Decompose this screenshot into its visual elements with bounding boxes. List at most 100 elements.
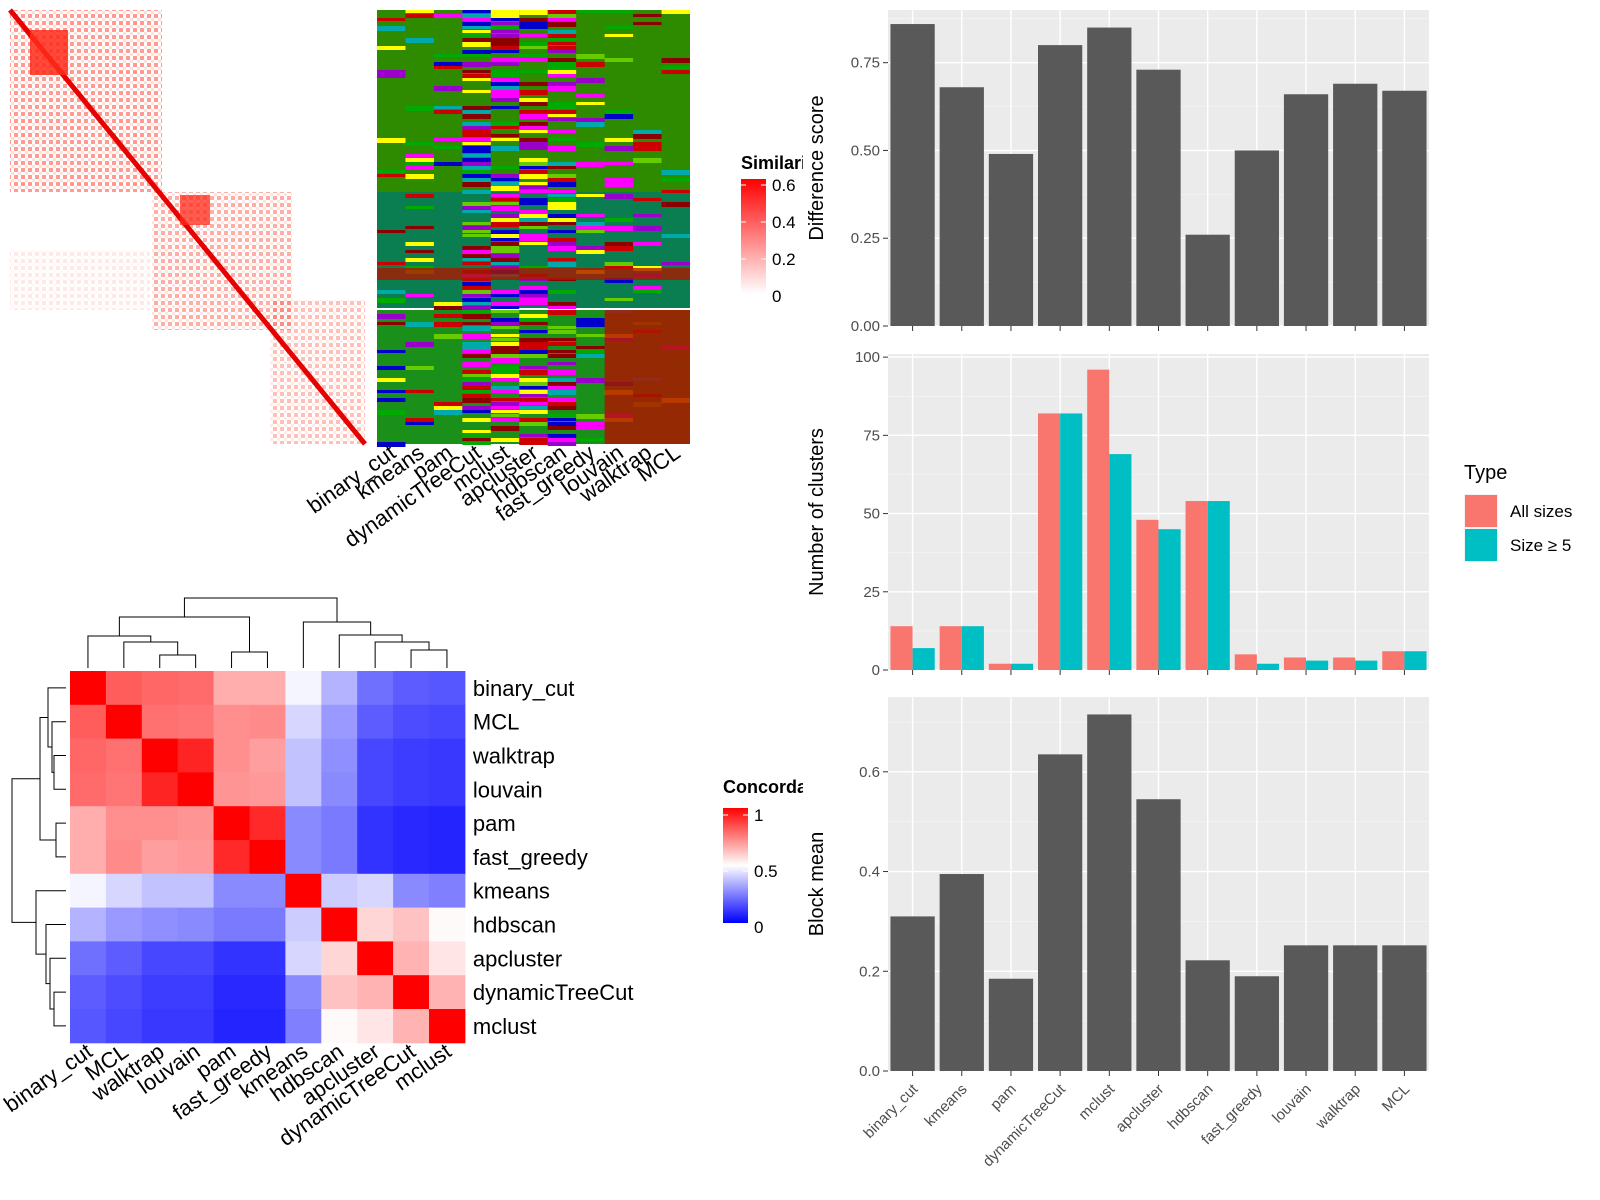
x-tick-label: walktrap xyxy=(1312,1081,1364,1133)
heatmap-cell xyxy=(249,907,286,942)
heatmap-cell xyxy=(177,1009,215,1044)
heatmap-row-label: MCL xyxy=(473,710,519,735)
y-tick-label: 0.4 xyxy=(859,864,880,881)
heatmap-row-label: walktrap xyxy=(472,744,555,769)
heatmap-cell xyxy=(285,772,322,807)
heatmap-cell xyxy=(141,907,179,942)
heatmap-cell xyxy=(357,1009,394,1044)
heatmap-cell xyxy=(429,806,466,841)
bar xyxy=(1234,654,1257,670)
heatmap-cell xyxy=(70,772,107,807)
bar xyxy=(939,87,984,326)
bar xyxy=(1038,413,1061,670)
heatmap-cell xyxy=(393,772,430,807)
bar xyxy=(890,916,935,1071)
heatmap-cell xyxy=(285,907,322,942)
bar xyxy=(988,978,1034,1071)
heatmap-cell xyxy=(321,772,358,807)
bar xyxy=(890,24,935,327)
heatmap-cell xyxy=(213,1009,250,1044)
bar xyxy=(1060,413,1083,670)
heatmap-cell xyxy=(141,941,179,976)
heatmap-cell xyxy=(393,738,430,773)
heatmap-row-label: apcluster xyxy=(473,946,562,971)
heatmap-cell xyxy=(321,738,358,773)
y-tick-label: 0 xyxy=(872,662,880,679)
heatmap-cell xyxy=(285,806,322,841)
similarity-legend-tick: 0.2 xyxy=(772,250,796,269)
heatmap-cell xyxy=(141,704,179,740)
bar xyxy=(988,663,1011,670)
legend-key xyxy=(1465,495,1497,527)
heatmap-cell xyxy=(105,806,143,841)
bar xyxy=(939,626,962,670)
bar xyxy=(1109,454,1132,670)
heatmap-cell xyxy=(177,772,215,807)
heatmap-cell xyxy=(285,941,322,976)
x-tick-label: pam xyxy=(987,1081,1020,1114)
bar xyxy=(1404,651,1427,670)
heatmap-cell xyxy=(429,704,466,740)
bar xyxy=(1333,83,1378,326)
heatmap-cell xyxy=(177,806,215,841)
x-tick-label: mclust xyxy=(1075,1080,1118,1123)
legend-title: Type xyxy=(1464,462,1507,484)
heatmap-cell xyxy=(70,975,107,1010)
heatmap-cell xyxy=(357,806,394,841)
heatmap-cell xyxy=(249,671,286,706)
heatmap-cell xyxy=(357,671,394,706)
heatmap-cell xyxy=(177,704,215,740)
y-tick-label: 0.00 xyxy=(851,318,880,335)
heatmap-cell xyxy=(321,907,358,942)
heatmap-cell xyxy=(285,1009,322,1044)
heatmap-cell xyxy=(213,840,250,875)
heatmap-cell xyxy=(249,975,286,1010)
heatmap-cell xyxy=(141,772,179,807)
heatmap-cell xyxy=(393,840,430,875)
concordance-legend-tick: 0 xyxy=(754,918,763,937)
heatmap-cell xyxy=(429,671,466,706)
bar xyxy=(1283,657,1307,670)
heatmap-cell xyxy=(141,975,179,1010)
heatmap-cell xyxy=(105,975,143,1010)
concordance-legend-tick: 0.5 xyxy=(754,862,778,881)
heatmap-cell xyxy=(357,907,394,942)
heatmap-cell xyxy=(105,840,143,875)
heatmap-cell xyxy=(70,941,107,976)
similarity-legend-tick: 0 xyxy=(772,287,781,306)
bar xyxy=(1382,90,1427,326)
heatmap-cell xyxy=(357,738,394,773)
row-dendrogram xyxy=(11,687,66,1027)
heatmap-row-label: binary_cut xyxy=(473,676,575,701)
heatmap-cell xyxy=(249,941,286,976)
concordance-heatmap: binary_cut MCL walktrap louvain pam fast_gree… xyxy=(0,597,633,1151)
heatmap-row-label: louvain xyxy=(473,777,543,802)
heatmap-row-label: hdbscan xyxy=(473,913,556,938)
heatmap-cell xyxy=(141,806,179,841)
y-tick-label: 0.25 xyxy=(851,230,880,247)
heatmap-cell xyxy=(70,806,107,841)
bar xyxy=(1087,714,1132,1071)
bar xyxy=(1283,94,1329,327)
y-tick-label: 0.50 xyxy=(851,142,880,159)
heatmap-cell xyxy=(249,1009,286,1044)
heatmap-cell xyxy=(429,1009,466,1044)
heatmap-cell xyxy=(357,772,394,807)
heatmap-cell xyxy=(177,671,215,706)
heatmap-cell xyxy=(177,873,215,909)
heatmap-cell xyxy=(393,1009,430,1044)
heatmap-cell xyxy=(70,671,107,706)
heatmap-cell xyxy=(285,704,322,740)
similarity-legend-tick: 0.6 xyxy=(772,176,796,195)
heatmap-cell xyxy=(70,704,107,740)
block-mean-panel: 0.0 0.2 0.4 0.6 Block mean xyxy=(806,697,1429,1080)
similarity-legend-tick: 0.4 xyxy=(772,213,796,232)
bar xyxy=(1185,234,1230,326)
heatmap-row-label: kmeans xyxy=(473,879,550,904)
bar xyxy=(1333,657,1356,670)
heatmap-cell xyxy=(105,671,143,706)
heatmap-cell xyxy=(141,738,179,773)
bar xyxy=(1382,945,1427,1071)
heatmap-cell xyxy=(321,873,358,909)
